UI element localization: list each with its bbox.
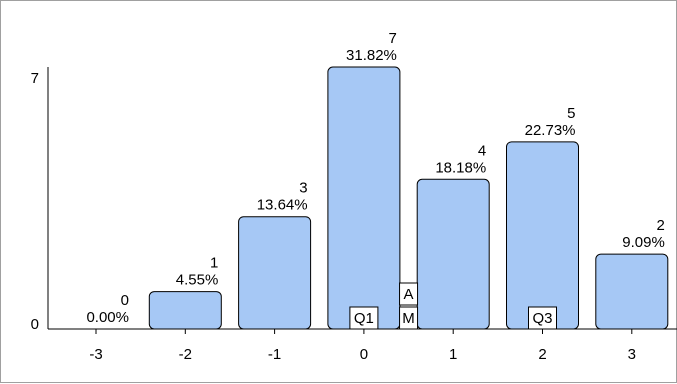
bar--2: [148, 291, 222, 330]
marker-m: M: [399, 306, 419, 330]
data-labels-group: 00.00% 14.55% 313.64% 731.82% 418.18% 522.73%…: [86, 30, 664, 326]
count-label-2: 5: [567, 105, 575, 122]
y-tick-label-max: 7: [31, 70, 39, 87]
count-label-0: 7: [389, 30, 397, 47]
percent-label-2: 22.73%: [525, 122, 576, 139]
marker-q3: Q3: [528, 306, 557, 330]
percent-label-3: 9.09%: [622, 234, 665, 251]
x-tick-label--3: -3: [89, 346, 102, 363]
bar-0: [327, 66, 401, 330]
bars-group: [148, 66, 669, 330]
x-tick-label-3: 3: [628, 346, 636, 363]
count-label--2: 1: [210, 255, 218, 272]
count-label--3: 0: [121, 292, 129, 309]
count-label-1: 4: [478, 142, 486, 159]
markers-group: Q1 MA Q3: [349, 282, 557, 330]
marker-a: A: [399, 282, 419, 306]
bar-2: [506, 141, 579, 330]
percent-label--2: 4.55%: [176, 272, 219, 289]
count-label--1: 3: [299, 180, 307, 197]
bar-1: [416, 178, 490, 330]
count-label-3: 2: [656, 217, 664, 234]
marker-label-a: A: [404, 286, 414, 303]
y-tick-label-min: 0: [31, 316, 39, 333]
marker-label-q3: Q3: [532, 310, 552, 327]
x-tick-label-2: 2: [538, 346, 546, 363]
x-tick-label--2: -2: [179, 346, 192, 363]
x-tick-label--1: -1: [268, 346, 281, 363]
bar-3: [595, 253, 669, 330]
marker-label-q1: Q1: [354, 310, 374, 327]
percent-label--1: 13.64%: [257, 197, 308, 214]
percent-label-0: 31.82%: [346, 47, 397, 64]
marker-label-m: M: [402, 310, 415, 327]
x-tick-label-0: 0: [360, 346, 368, 363]
bar--1: [238, 216, 312, 330]
percent-label--3: 0.00%: [86, 309, 129, 326]
marker-q1: Q1: [349, 306, 379, 330]
percent-label-1: 18.18%: [435, 159, 486, 176]
x-tick-label-1: 1: [449, 346, 457, 363]
